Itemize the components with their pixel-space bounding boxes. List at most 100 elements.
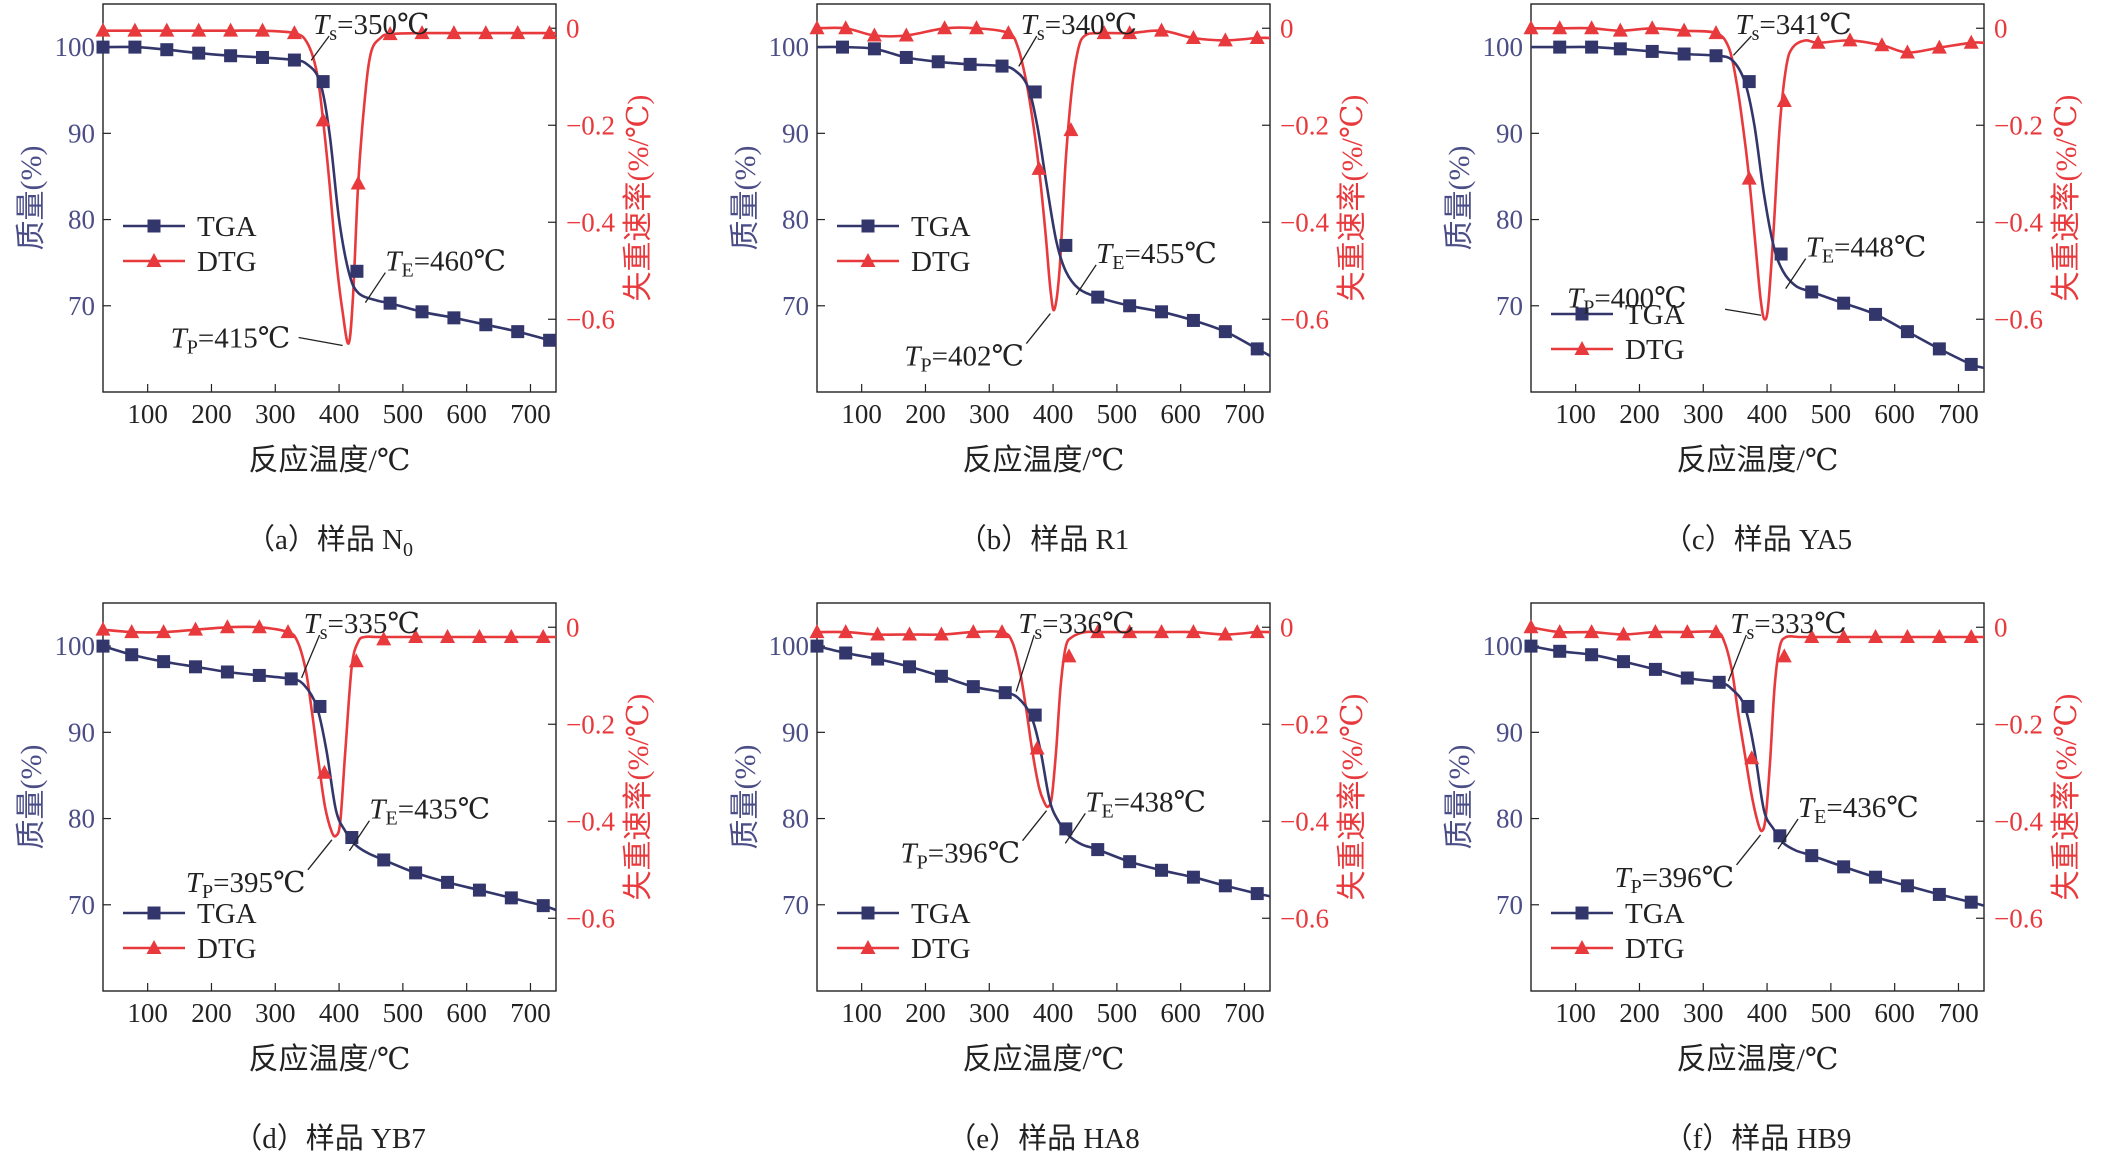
tp-leader-line (1022, 810, 1048, 842)
tp-leader-line (298, 336, 343, 347)
y-left-tick-label: 90 (1496, 717, 1523, 747)
ts-leader-line (310, 35, 330, 61)
legend-tga-label: TGA (1625, 898, 1685, 930)
tga-series-line (102, 45, 557, 344)
tga-marker (1218, 879, 1232, 893)
y-right-tick-label: −0.2 (566, 709, 615, 739)
y-right-tick-label: −0.2 (1994, 709, 2043, 739)
legend-tga-marker (147, 219, 161, 233)
dtg-marker (376, 631, 392, 646)
y-right-tick-label: −0.6 (566, 903, 615, 933)
dtg-marker (1804, 628, 1820, 643)
y-left-tick-label: 70 (1496, 291, 1523, 321)
y-left-tick-label: 100 (1483, 631, 1524, 661)
y-left-axis-label: 质量(%) (15, 745, 48, 850)
tga-marker (1250, 887, 1264, 901)
tp-leader-line (1736, 834, 1762, 866)
tga-marker (1742, 75, 1756, 89)
tga-marker (1900, 879, 1914, 893)
panel-caption: （c）样品 YA5 (1663, 523, 1852, 556)
dtg-marker (348, 653, 364, 668)
y-right-tick-label: −0.6 (1994, 304, 2043, 334)
y-right-axis-label: 失重速率(%/℃) (2050, 95, 2083, 302)
dtg-marker (95, 621, 111, 636)
y-right-tick-label: 0 (1280, 612, 1294, 642)
x-axis-label: 反应温度/℃ (1677, 444, 1839, 477)
ts-annotation: Ts=333℃ (1730, 608, 1846, 644)
y-left-tick-label: 100 (769, 32, 810, 62)
ts-leader-line (1727, 634, 1747, 682)
dtg-marker (1249, 624, 1265, 639)
plot-frame (816, 3, 1271, 393)
x-tick-label: 700 (1938, 998, 1979, 1028)
x-tick-label: 700 (1224, 399, 1265, 429)
x-tick-label: 500 (1811, 998, 1852, 1028)
x-tick-label: 300 (969, 399, 1010, 429)
tga-marker (1123, 299, 1137, 313)
te-annotation: TE=436℃ (1798, 792, 1919, 828)
tga-marker (224, 49, 238, 63)
tga-marker (871, 652, 885, 666)
x-tick-label: 200 (905, 399, 946, 429)
tga-marker (1155, 305, 1169, 319)
dtg-marker (1029, 740, 1045, 755)
tga-marker (1617, 655, 1631, 669)
dtg-marker (1810, 34, 1826, 49)
y-left-tick-label: 80 (1496, 205, 1523, 235)
tga-marker (1869, 307, 1883, 321)
tga-marker (536, 899, 550, 913)
dtg-marker (315, 112, 331, 127)
dtg-marker (1836, 628, 1852, 643)
tga-marker (1900, 325, 1914, 339)
x-tick-label: 600 (446, 399, 487, 429)
dtg-marker (838, 624, 854, 639)
dtg-marker (1185, 29, 1201, 44)
tga-marker (903, 660, 917, 674)
tga-marker (867, 42, 881, 56)
tga-marker (350, 264, 364, 278)
dtg-marker (1154, 624, 1170, 639)
te-leader-line (1785, 258, 1807, 290)
y-left-axis-label: 质量(%) (729, 146, 762, 251)
x-tick-label: 700 (510, 399, 551, 429)
dtg-series-line (1531, 26, 1985, 321)
tga-marker (1648, 662, 1662, 676)
tga-series-line (816, 45, 1271, 357)
dtg-marker (1874, 37, 1890, 52)
tga-marker (1553, 644, 1567, 658)
tga-marker (1680, 671, 1694, 685)
plot-frame (1530, 3, 1985, 393)
tga-marker (1028, 708, 1042, 722)
x-tick-label: 400 (1747, 399, 1788, 429)
tga-marker (1553, 40, 1567, 54)
dtg-marker (870, 626, 886, 641)
panel-caption: （d）样品 YB7 (233, 1122, 426, 1154)
tga-marker (1932, 887, 1946, 901)
tp-leader-line (1025, 313, 1051, 344)
tga-marker (1091, 843, 1105, 857)
dtg-marker (1612, 22, 1628, 37)
dtg-marker (1616, 626, 1632, 641)
dtg-marker (1031, 160, 1047, 175)
dtg-marker (1842, 32, 1858, 47)
panel-caption: （a）样品 N0 (246, 523, 413, 561)
legend-dtg-label: DTG (1625, 334, 1685, 366)
chart-panel-0: 100 200 300 400 500 600 700 70 80 90 100 0 −0.2 −0.4 −… (15, 3, 655, 561)
chart-panel-5: 100 200 300 400 500 600 700 70 80 90 100 0 −0.2 −0.4 −… (1443, 602, 2083, 1154)
tp-annotation: TP=415℃ (171, 323, 291, 359)
x-tick-label: 700 (1938, 399, 1979, 429)
legend-dtg-label: DTG (1625, 933, 1685, 965)
y-right-tick-label: −0.2 (566, 110, 615, 140)
tga-marker (1805, 285, 1819, 299)
dtg-marker (1122, 624, 1138, 639)
dtg-marker (286, 25, 302, 40)
dtg-marker (1584, 20, 1600, 35)
dtg-marker (414, 25, 430, 40)
y-right-tick-label: −0.2 (1994, 110, 2043, 140)
dtg-marker (994, 624, 1010, 639)
tga-marker (313, 699, 327, 713)
tga-marker (1059, 822, 1073, 836)
tga-marker (1773, 829, 1787, 843)
y-left-tick-label: 80 (782, 205, 809, 235)
ts-annotation: Ts=340℃ (1021, 9, 1137, 45)
